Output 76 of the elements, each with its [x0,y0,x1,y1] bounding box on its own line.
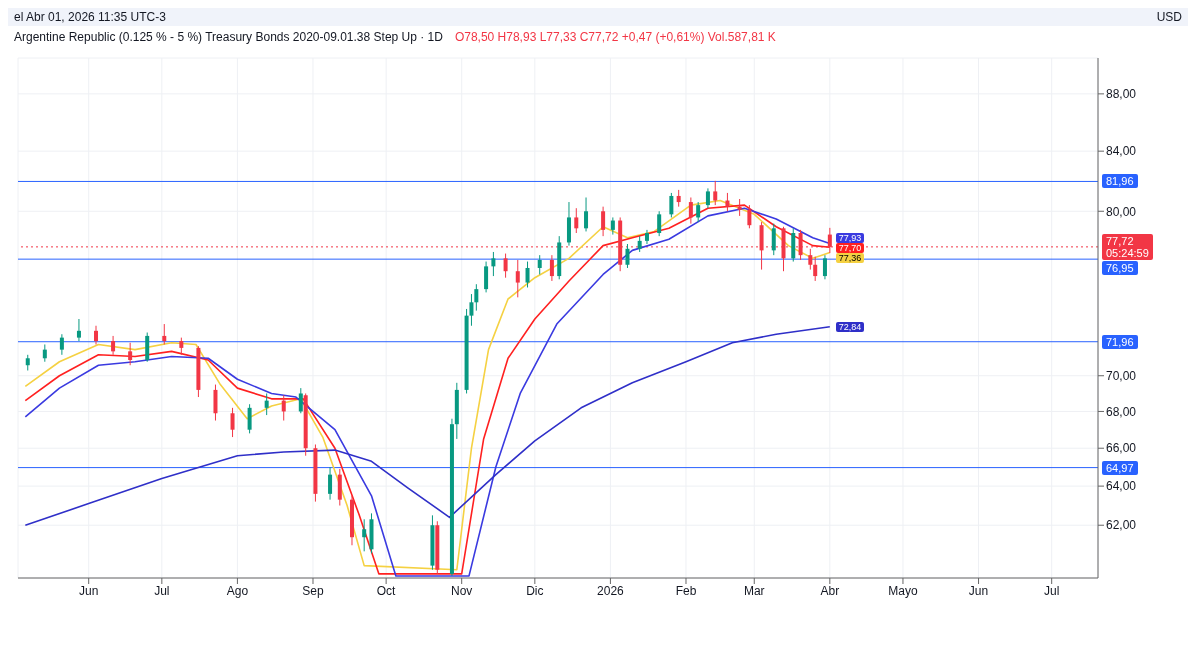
candlestick [813,256,818,282]
candlestick [525,261,530,288]
candlestick [281,394,286,422]
x-tick-label: Mar [743,583,765,598]
candlestick [328,466,333,501]
data-label: 77,70 [835,242,865,253]
x-tick-label: Jul [1044,583,1060,598]
x-tick-label: Ago [226,583,249,598]
candlestick [128,342,133,366]
candlestick [771,223,776,256]
candlestick [688,196,693,225]
x-tick-label: Jun [968,583,989,598]
ref-line-label: 71,96 [1102,334,1138,349]
candlestick [469,293,474,327]
data-label: 77,36 [835,252,865,263]
candlestick [247,403,252,434]
y-tick-label: 70,00 [1106,369,1137,383]
candlestick [610,216,615,236]
ref-line-label: 76,95 [1102,260,1138,275]
candlestick [705,187,710,209]
candlestick [162,323,167,345]
candlestick [822,254,827,280]
candlestick [59,333,64,356]
data-label: 77,93 [835,232,865,243]
candlestick [696,201,701,223]
x-tick-label: Feb [675,583,697,598]
y-tick-label: 80,00 [1106,204,1137,219]
candlestick [213,384,218,422]
candlestick [574,207,579,234]
candlestick [549,254,554,282]
candlestick [584,196,589,232]
x-tick-label: Mayo [888,583,918,598]
text: el Abr 01, 2026 11:35 UTC-3 [14,10,166,24]
candlestick [230,407,235,438]
candlestick [111,335,116,356]
x-tick-label: Nov [451,583,473,598]
candlestick [625,243,630,269]
candlestick [474,283,479,312]
x-tick-label: Jul [154,583,170,598]
candlestick [515,259,520,298]
chart-title: Argentine Republic (0.125 % - 5 %) Treasury Bonds 2020-09.01.38 Step Up · 1D [14,30,443,44]
candlestick [484,261,489,293]
candlestick [808,248,813,271]
line-series [24,325,831,527]
candlestick [669,192,674,218]
candlestick [657,210,662,237]
y-tick-label: 84,00 [1106,144,1137,159]
y-tick-label: 64,00 [1106,479,1137,494]
candlestick [491,251,496,277]
y-tick-label: 68,00 [1106,404,1137,419]
candlestick [362,518,367,552]
x-tick-label: Dic [526,583,544,598]
data-label: 72,84 [835,321,865,332]
y-tick-label: 62,00 [1106,518,1137,533]
x-tick-label: Sep [302,583,324,598]
candlestick [264,392,269,416]
candlestick [503,253,508,279]
candlestick [298,387,303,414]
candlestick [76,318,81,342]
text: USD [1156,10,1182,24]
x-tick-label: 2026 [597,583,625,598]
candlestick [601,206,606,237]
y-tick-label: 66,00 [1106,441,1137,456]
ref-line-label: 77,72 05:24:59 [1102,233,1153,260]
candlestick [713,180,718,206]
x-tick-label: Abr [820,583,840,598]
ref-line-label: 64,97 [1102,460,1138,475]
chart-subtitle: O78,50 H78,93 L77,33 C77,72 +0,47 (+0,61%) Vol.587,81 K [454,30,776,44]
candlestick [747,204,752,229]
x-tick-label: Jun [79,583,99,598]
candlestick [537,254,542,275]
candlestick [94,325,99,345]
candlestick [725,192,730,212]
y-tick-label: 88,00 [1106,87,1137,102]
x-tick-label: Oct [376,583,397,598]
ref-line-label: 81,96 [1102,174,1138,189]
